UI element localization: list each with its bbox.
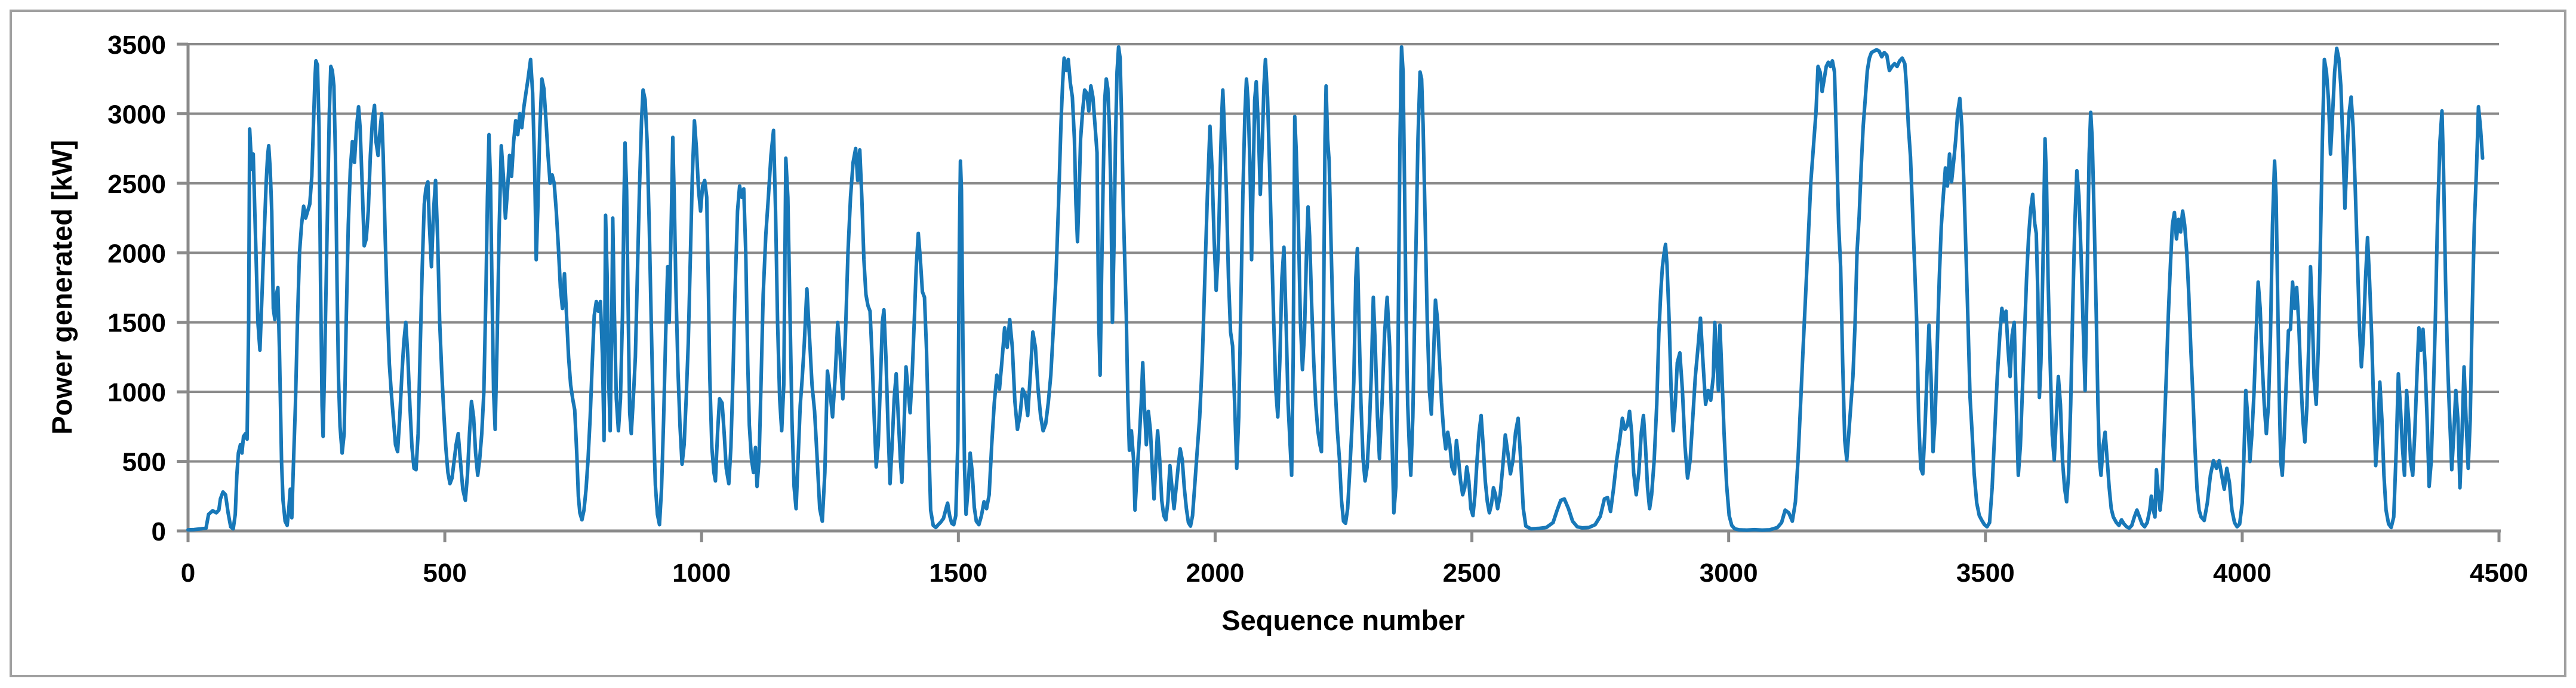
y-tick-label-0: 0: [152, 517, 166, 546]
y-tick-label-2000: 2000: [107, 239, 166, 268]
tick-labels: 0 500 1000 1500 2000 2500 3000 3500 0 500 1000 1500…: [107, 30, 2528, 588]
x-tick-label-500: 500: [423, 558, 466, 588]
data-series: [186, 45, 2485, 532]
y-tick-label-3500: 3500: [107, 30, 166, 60]
y-axis-title: Power generated [kW]: [46, 140, 78, 435]
y-tick-label-1500: 1500: [107, 309, 166, 338]
x-tick-label-3500: 3500: [1956, 558, 2015, 588]
x-tick-label-2500: 2500: [1443, 558, 1501, 588]
series-line-0: [186, 45, 2485, 532]
x-tick-label-1000: 1000: [672, 558, 731, 588]
x-tick-label-4000: 4000: [2213, 558, 2272, 588]
x-tick-label-2000: 2000: [1186, 558, 1244, 588]
x-axis-title: Sequence number: [1221, 604, 1464, 636]
x-tick-label-4500: 4500: [2470, 558, 2528, 588]
y-tick-label-3000: 3000: [107, 100, 166, 129]
x-tick-label-1500: 1500: [929, 558, 987, 588]
x-tick-label-0: 0: [181, 558, 195, 588]
y-tick-label-1000: 1000: [107, 378, 166, 407]
y-tick-label-2500: 2500: [107, 170, 166, 199]
x-tick-label-3000: 3000: [1700, 558, 1758, 588]
y-tick-label-500: 500: [122, 448, 166, 477]
